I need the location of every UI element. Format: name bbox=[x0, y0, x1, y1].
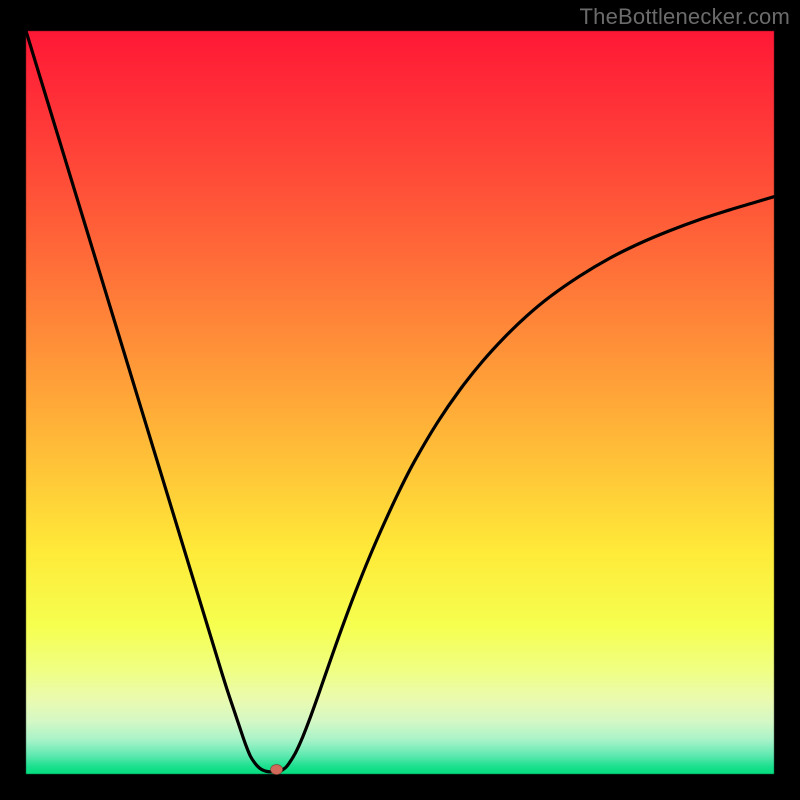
chart-container: TheBottlenecker.com bbox=[0, 0, 800, 800]
curve-layer bbox=[0, 0, 800, 800]
bottleneck-curve bbox=[26, 31, 774, 772]
watermark-text: TheBottlenecker.com bbox=[580, 4, 790, 30]
optimum-marker-dot bbox=[271, 765, 283, 775]
